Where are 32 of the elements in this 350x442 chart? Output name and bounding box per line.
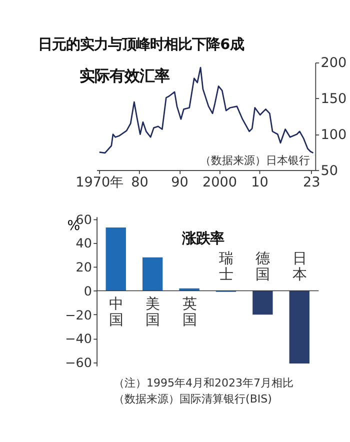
y-tick-label: 100	[320, 126, 347, 143]
y-tick-label: −40	[65, 331, 92, 346]
text: （注）1995年4月和2023年7月相比	[114, 376, 294, 390]
x-tick-label: 中国	[108, 296, 123, 329]
x-tick-label: 10	[251, 174, 268, 191]
x-tick-label: 90	[171, 174, 188, 191]
bar	[142, 257, 163, 291]
x-tick-label: 23	[303, 174, 320, 191]
x-tick-label: 日本	[292, 250, 306, 283]
y-tick-label: −20	[65, 307, 92, 322]
y-tick-label: 150	[320, 91, 347, 108]
x-tick-label: 德国	[256, 250, 270, 283]
y-tick-label: 0	[84, 283, 92, 298]
x-tick-label: 英国	[182, 296, 196, 329]
bar	[289, 290, 310, 364]
y-tick-label: −60	[65, 354, 92, 370]
y-tick-label: 50	[320, 162, 338, 179]
bar	[106, 228, 126, 291]
chart-title: 日元的实力与顶峰时相比下降6成	[38, 36, 244, 53]
chart-subtitle: 实际有效汇率	[80, 67, 170, 86]
x-tick-label: 美国	[146, 296, 160, 329]
annotation: （数据来源）日本银行	[200, 154, 310, 168]
x-tick-label: 2000	[202, 174, 237, 191]
y-tick-label: 20	[76, 260, 92, 275]
y-tick-label: 40	[76, 236, 92, 251]
text: （数据来源）国际清算银行(BIS)	[114, 392, 272, 406]
x-tick-label: 瑞士	[218, 250, 233, 283]
y-tick-label: 200	[320, 55, 347, 72]
x-tick-label: 1970年	[76, 174, 124, 191]
x-tick-label: 80	[131, 174, 148, 191]
text: 涨跌率	[181, 230, 224, 248]
bar	[252, 290, 273, 315]
